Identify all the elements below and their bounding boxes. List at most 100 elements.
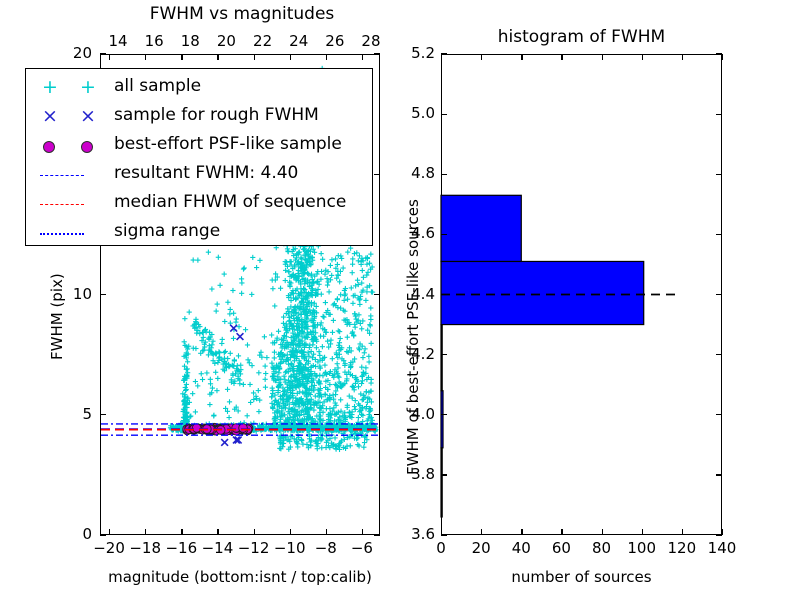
- scatter-x-tick-label: −12: [237, 539, 270, 557]
- legend-item: sample for rough FWHM × ×: [26, 103, 372, 132]
- axis-tick: [374, 534, 380, 536]
- axis-tick: [181, 54, 183, 60]
- axis-tick: [716, 173, 722, 175]
- plus-marker: +: [80, 76, 96, 98]
- histogram-y-tick-label: 4.6: [411, 224, 435, 243]
- histogram-panel-title: histogram of FWHM: [497, 27, 666, 47]
- axis-tick: [681, 54, 684, 60]
- histogram-y-tick-label: 4.2: [411, 344, 435, 363]
- cross-marker: ×: [80, 105, 96, 127]
- histogram-y-tick-label: 4.0: [411, 404, 435, 423]
- circle-marker: [43, 141, 55, 153]
- axis-tick: [481, 529, 483, 535]
- axis-tick: [481, 54, 483, 60]
- histogram-y-tick-label: 4.8: [411, 164, 435, 183]
- axis-tick: [145, 529, 147, 535]
- scatter-y-tick-label: 10: [72, 284, 92, 303]
- axis-tick: [716, 534, 722, 536]
- scatter-xlabel: magnitude (bottom:isnt / top:calib): [108, 568, 372, 586]
- scatter-x-tick-label: −10: [273, 539, 306, 557]
- histogram-x-tick-label: 140: [707, 539, 737, 557]
- histogram-x-tick-label: 120: [667, 539, 697, 557]
- axis-tick: [181, 529, 183, 535]
- axis-tick: [100, 53, 106, 55]
- histogram-x-tick-label: 40: [511, 539, 531, 557]
- legend-item-label: best-effort PSF-like sample: [114, 134, 342, 154]
- axis-tick: [325, 54, 328, 60]
- axis-tick: [109, 54, 111, 60]
- axis-tick: [722, 529, 724, 535]
- legend-item-label: sigma range: [114, 221, 221, 241]
- histogram-y-tick-label: 5.0: [411, 104, 435, 123]
- cross-marker: ×: [42, 105, 58, 127]
- axis-tick: [100, 534, 106, 536]
- scatter-y-tick-label: 20: [72, 44, 92, 62]
- scatter-y-tick-label: 0: [82, 525, 92, 543]
- axis-tick: [716, 354, 722, 356]
- scatter-x-top-tick-label: 28: [361, 32, 381, 50]
- axis-tick: [374, 173, 380, 175]
- scatter-x-tick-label: −16: [165, 539, 198, 557]
- axis-tick: [361, 529, 364, 535]
- legend-box: all sample + + sample for rough FWHM × × best-…: [25, 68, 373, 246]
- axis-tick: [100, 293, 106, 296]
- histogram-ylabel: FWHM of best-effort PSF-like sources: [404, 199, 422, 475]
- histogram-x-tick-label: 100: [627, 539, 657, 557]
- axis-tick: [361, 54, 364, 60]
- axis-tick: [561, 529, 563, 535]
- axis-tick: [289, 54, 291, 60]
- scatter-x-tick-label: −20: [93, 539, 125, 557]
- axis-tick: [441, 293, 447, 296]
- axis-tick: [374, 414, 380, 416]
- plus-marker: +: [42, 76, 58, 98]
- axis-tick: [145, 54, 147, 60]
- axis-tick: [441, 414, 447, 416]
- axis-tick: [217, 54, 219, 60]
- scatter-x-top-tick-label: 22: [253, 32, 273, 50]
- axis-tick: [441, 54, 443, 60]
- histogram-x-tick-label: 60: [551, 539, 571, 557]
- axis-tick: [441, 173, 447, 175]
- circle-marker: [81, 141, 93, 153]
- axis-tick: [521, 529, 523, 535]
- histogram-y-tick-label: 4.4: [411, 284, 435, 303]
- axis-tick: [217, 529, 219, 535]
- axis-tick: [109, 529, 111, 535]
- histogram-y-tick-label: 3.6: [411, 525, 435, 543]
- axis-tick: [289, 529, 291, 535]
- axis-tick: [325, 529, 328, 535]
- legend-item: resultant FWHM: 4.40: [26, 161, 372, 190]
- legend-item-label: median FHWM of sequence: [114, 192, 347, 212]
- axis-tick: [716, 414, 722, 416]
- axis-tick: [681, 529, 684, 535]
- legend-item-label: resultant FWHM: 4.40: [114, 163, 299, 183]
- dashdot-line: [40, 233, 84, 235]
- axis-tick: [716, 233, 722, 236]
- axis-tick: [601, 529, 603, 535]
- scatter-x-top-tick-label: 24: [289, 32, 309, 50]
- axis-tick: [441, 354, 447, 356]
- scatter-x-tick-label: −8: [314, 539, 337, 557]
- legend-item-label: all sample: [114, 76, 202, 96]
- scatter-x-top-tick-label: 14: [108, 32, 128, 50]
- histogram-xlabel: number of sources: [511, 568, 652, 586]
- dashed-line: [40, 175, 84, 176]
- axis-tick: [253, 54, 255, 60]
- scatter-y-tick-label: 5: [82, 404, 92, 423]
- axis-tick: [441, 53, 447, 55]
- axis-tick: [441, 534, 447, 536]
- axis-tick: [441, 233, 447, 236]
- legend-item: median FHWM of sequence: [26, 190, 372, 219]
- axis-tick: [441, 474, 447, 476]
- scatter-x-top-tick-label: 18: [180, 32, 200, 50]
- axis-tick: [722, 54, 724, 60]
- axis-tick: [561, 54, 563, 60]
- axis-tick: [716, 53, 722, 55]
- axis-tick: [716, 113, 722, 115]
- axis-tick: [641, 529, 643, 535]
- scatter-x-tick-label: −14: [201, 539, 234, 557]
- histogram-y-tick-label: 3.8: [411, 464, 435, 483]
- axis-tick: [601, 54, 603, 60]
